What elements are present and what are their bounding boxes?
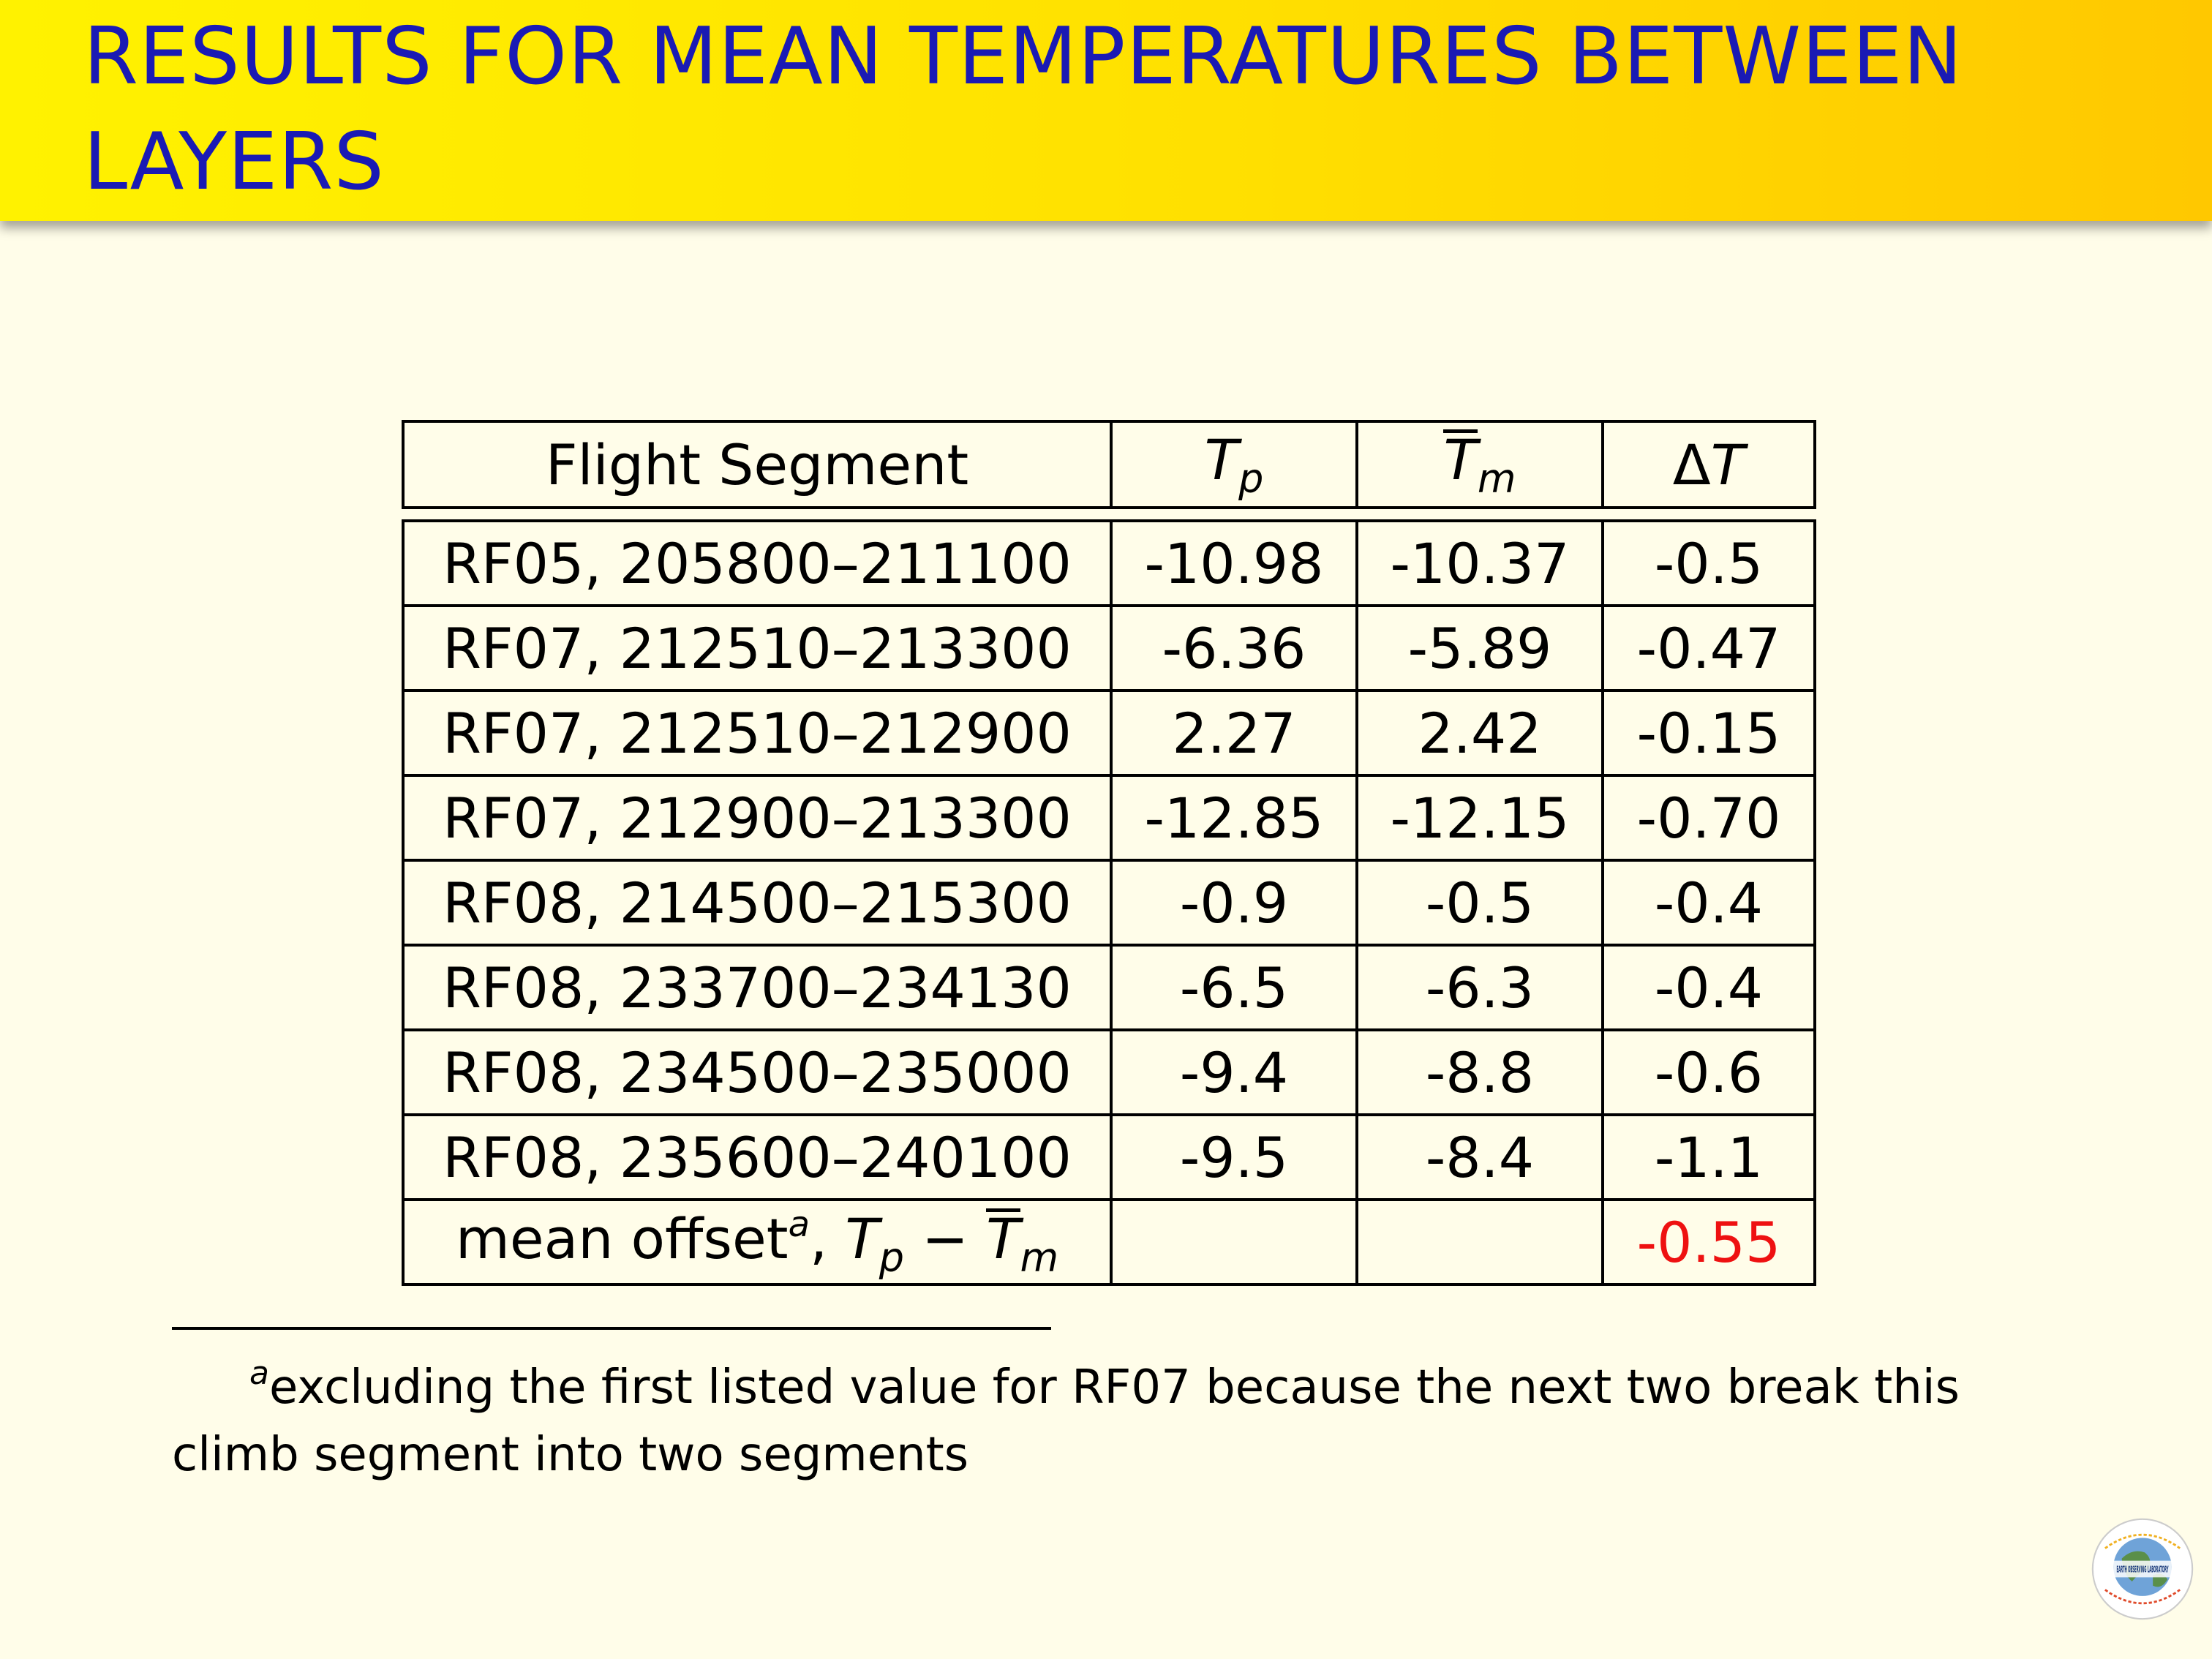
cell-segment: RF08, 235600–240100	[402, 1116, 1113, 1201]
table-row: RF07, 212510–213300 -6.36 -5.89 -0.47	[402, 607, 1816, 692]
header-tp: Tp	[1113, 420, 1358, 509]
cell-segment: RF07, 212510–213300	[402, 607, 1113, 692]
cell-dt: -0.4	[1604, 862, 1816, 947]
cell-dt: -0.47	[1604, 607, 1816, 692]
summary-tp-subscript: p	[879, 1234, 905, 1281]
summary-empty-tp	[1113, 1201, 1358, 1286]
footnote-mark: a	[249, 1355, 269, 1392]
table-row: RF05, 205800–211100 -10.98 -10.37 -0.5	[402, 519, 1816, 607]
results-table: Flight Segment Tp Tm ΔT RF05, 205800–211…	[402, 420, 1816, 1286]
summary-tm-subscript: m	[1020, 1234, 1059, 1281]
cell-segment: RF07, 212900–213300	[402, 777, 1113, 862]
cell-tp: -12.85	[1113, 777, 1358, 862]
cell-tm: -8.8	[1358, 1031, 1604, 1116]
summary-empty-tm	[1358, 1201, 1604, 1286]
header-delta-t: ΔT	[1604, 420, 1816, 509]
cell-segment: RF05, 205800–211100	[402, 519, 1113, 607]
summary-minus: −	[922, 1205, 968, 1271]
cell-tm: -12.15	[1358, 777, 1604, 862]
summary-label: mean offset	[455, 1205, 789, 1271]
header-tp-symbol: T	[1204, 427, 1239, 492]
cell-dt: -0.5	[1604, 519, 1816, 607]
summary-row: mean offseta, Tp − Tm -0.55	[402, 1201, 1816, 1286]
summary-comma: ,	[809, 1205, 828, 1271]
cell-segment: RF08, 214500–215300	[402, 862, 1113, 947]
cell-dt: -0.4	[1604, 947, 1816, 1031]
table-row: RF08, 233700–234130 -6.5 -6.3 -0.4	[402, 947, 1816, 1031]
slide-title: RESULTS FOR MEAN TEMPERATURES BETWEEN LA…	[83, 11, 1963, 208]
cell-tm: -6.3	[1358, 947, 1604, 1031]
footnote: aexcluding the first listed value for RF…	[172, 1340, 1971, 1489]
cell-tp: 2.27	[1113, 692, 1358, 777]
summary-tp-symbol: T	[845, 1205, 879, 1271]
header-gap	[402, 509, 1816, 519]
table-header-row: Flight Segment Tp Tm ΔT	[402, 420, 1816, 509]
cell-tp: -9.4	[1113, 1031, 1358, 1116]
cell-dt: -0.15	[1604, 692, 1816, 777]
cell-segment: RF08, 234500–235000	[402, 1031, 1113, 1116]
logo-text: EARTH OBSERVING LABORATORY	[2117, 1564, 2169, 1575]
table-row: RF07, 212900–213300 -12.85 -12.15 -0.70	[402, 777, 1816, 862]
cell-tm: -5.89	[1358, 607, 1604, 692]
cell-tm: -10.37	[1358, 519, 1604, 607]
header-tp-subscript: p	[1238, 456, 1264, 502]
cell-segment: RF08, 233700–234130	[402, 947, 1113, 1031]
table-row: RF07, 212510–212900 2.27 2.42 -0.15	[402, 692, 1816, 777]
cell-dt: -1.1	[1604, 1116, 1816, 1201]
cell-dt: -0.70	[1604, 777, 1816, 862]
footnote-rule	[172, 1327, 1051, 1330]
table-row: RF08, 214500–215300 -0.9 -0.5 -0.4	[402, 862, 1816, 947]
summary-label-cell: mean offseta, Tp − Tm	[402, 1201, 1113, 1286]
cell-segment: RF07, 212510–212900	[402, 692, 1113, 777]
title-bar: RESULTS FOR MEAN TEMPERATURES BETWEEN LA…	[0, 0, 2212, 221]
cell-tp: -0.9	[1113, 862, 1358, 947]
table-row: RF08, 235600–240100 -9.5 -8.4 -1.1	[402, 1116, 1816, 1201]
cell-tm: -8.4	[1358, 1116, 1604, 1201]
summary-footnote-mark: a	[788, 1203, 810, 1245]
cell-tm: 2.42	[1358, 692, 1604, 777]
header-dt-symbol: T	[1710, 432, 1745, 497]
header-tm-subscript: m	[1477, 456, 1516, 502]
header-tm-mean: Tm	[1358, 420, 1604, 509]
summary-value: -0.55	[1604, 1201, 1816, 1286]
summary-tm-symbol: T	[986, 1205, 1020, 1271]
cell-tp: -9.5	[1113, 1116, 1358, 1201]
cell-tp: -10.98	[1113, 519, 1358, 607]
earth-observing-laboratory-logo-icon: EARTH OBSERVING LABORATORY	[2091, 1518, 2194, 1620]
cell-dt: -0.6	[1604, 1031, 1816, 1116]
cell-tp: -6.5	[1113, 947, 1358, 1031]
table-row: RF08, 234500–235000 -9.4 -8.8 -0.6	[402, 1031, 1816, 1116]
header-delta-symbol: Δ	[1672, 432, 1711, 497]
header-flight-segment: Flight Segment	[402, 420, 1113, 509]
header-tm-symbol: T	[1443, 427, 1478, 492]
cell-tp: -6.36	[1113, 607, 1358, 692]
cell-tm: -0.5	[1358, 862, 1604, 947]
footnote-text: excluding the first listed value for RF0…	[172, 1361, 1960, 1482]
